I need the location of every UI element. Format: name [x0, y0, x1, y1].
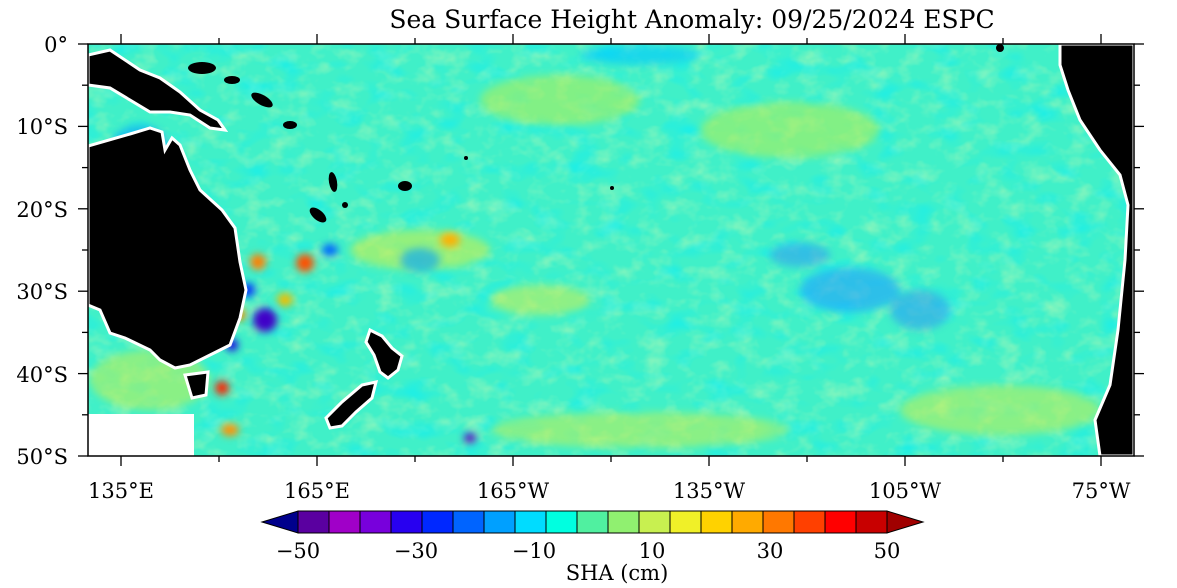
colorbar-swatch: [328, 510, 361, 534]
lat-label: 50°S: [16, 445, 68, 469]
colorbar-swatch: [855, 510, 888, 534]
colorbar-swatch: [607, 510, 640, 534]
colorbar-swatch: [483, 510, 516, 534]
colorbar-tick-label: 10: [639, 539, 666, 563]
colorbar-swatch: [576, 510, 609, 534]
colorbar-swatch: [700, 510, 733, 534]
colorbar-swatch: [731, 510, 764, 534]
colorbar-tick-label: −30: [394, 539, 438, 563]
colorbar-swatch: [669, 510, 702, 534]
map-frame: [78, 34, 1144, 466]
lon-label: 105°W: [869, 479, 942, 503]
colorbar-swatch: [421, 510, 454, 534]
lat-label: 20°S: [16, 198, 68, 222]
colorbar-swatch: [793, 510, 826, 534]
islands: [188, 44, 1004, 223]
colorbar-swatch: [359, 510, 392, 534]
colorbar-swatch: [390, 510, 423, 534]
colorbar-tick-label: 50: [874, 539, 901, 563]
colorbar-swatches: [260, 510, 925, 534]
lon-label: 135°W: [673, 479, 746, 503]
lat-label: 30°S: [16, 280, 68, 304]
lat-label: 0°: [44, 33, 68, 57]
sha-field: [88, 44, 1134, 456]
lon-label: 165°E: [284, 479, 350, 503]
longitude-labels: 135°E 165°E 165°W 135°W 105°W 75°W: [88, 479, 1131, 503]
colorbar-tick-label: 30: [757, 539, 784, 563]
colorbar-swatch: [638, 510, 671, 534]
missing-data-region: [88, 414, 194, 456]
colorbar-swatch: [824, 510, 857, 534]
map-title: Sea Surface Height Anomaly: 09/25/2024 E…: [389, 5, 994, 34]
colorbar-swatch: [545, 510, 578, 534]
colorbar: [260, 510, 925, 534]
colorbar-tick-label: −10: [512, 539, 556, 563]
lon-label: 75°W: [1072, 479, 1131, 503]
lat-label: 40°S: [16, 363, 68, 387]
colorbar-swatch: [297, 510, 330, 534]
lon-label: 165°W: [477, 479, 550, 503]
colorbar-arrow-low: [260, 510, 299, 534]
colorbar-tick-labels: −50 −30 −10 10 30 50: [276, 539, 901, 563]
colorbar-tick-label: −50: [276, 539, 320, 563]
colorbar-swatch: [452, 510, 485, 534]
latitude-labels: 0° 10°S 20°S 30°S 40°S 50°S: [16, 33, 68, 469]
colorbar-arrow-high: [886, 510, 925, 534]
colorbar-label: SHA (cm): [566, 561, 669, 585]
land: [88, 44, 1134, 456]
lon-label: 135°E: [88, 479, 154, 503]
colorbar-swatch: [514, 510, 547, 534]
colorbar-swatch: [762, 510, 795, 534]
lat-label: 10°S: [16, 115, 68, 139]
